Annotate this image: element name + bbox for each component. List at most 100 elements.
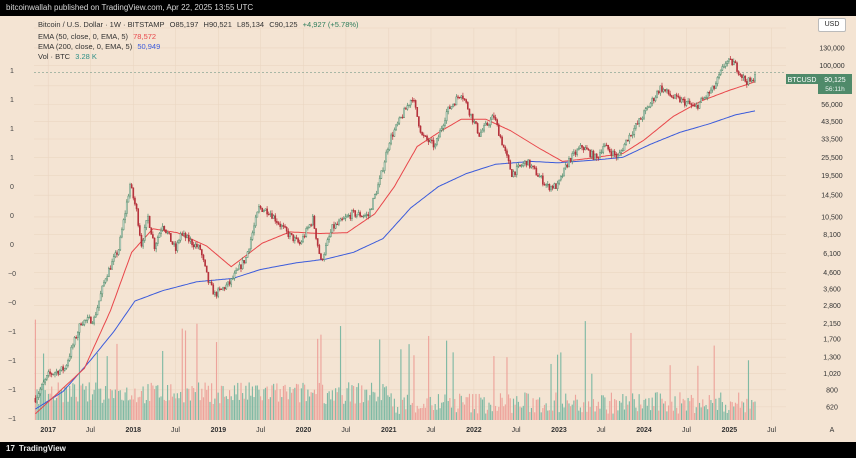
tradingview-logo[interactable]: 17 TradingView bbox=[6, 444, 66, 453]
volume-bar bbox=[361, 385, 363, 420]
candle-body bbox=[546, 183, 549, 186]
price-tick-label: 2,150 bbox=[823, 321, 841, 328]
price-chart-svg[interactable]: 175,000130,000100,00074,00056,00043,5003… bbox=[0, 16, 856, 442]
candle-body bbox=[517, 164, 520, 167]
volume-bar bbox=[534, 412, 536, 420]
volume-bar bbox=[168, 400, 170, 420]
volume-bar bbox=[509, 398, 511, 420]
candle-body bbox=[377, 184, 379, 194]
volume-bar bbox=[95, 382, 97, 420]
candle-body bbox=[101, 285, 104, 295]
price-tick-label: 43,500 bbox=[821, 119, 843, 126]
candle-body bbox=[364, 214, 366, 217]
candle-body bbox=[643, 110, 645, 119]
volume-bar bbox=[245, 385, 247, 420]
candle-body bbox=[202, 254, 205, 261]
volume-bar bbox=[627, 404, 629, 420]
volume-bar bbox=[385, 386, 387, 420]
candle-body bbox=[313, 215, 316, 229]
volume-bar bbox=[446, 340, 448, 420]
volume-bar bbox=[384, 387, 386, 420]
candle-body bbox=[222, 287, 224, 290]
legend-volume-row[interactable]: Vol · BTC 3.28 K bbox=[38, 52, 100, 61]
volume-bar bbox=[490, 404, 492, 420]
volume-bar bbox=[222, 386, 224, 420]
volume-bar bbox=[351, 385, 353, 420]
volume-bar bbox=[663, 403, 665, 420]
price-tick-label: 25,500 bbox=[821, 155, 843, 162]
candle-body bbox=[140, 235, 143, 247]
left-tick-label: 1 bbox=[10, 68, 14, 75]
candle-body bbox=[675, 94, 678, 97]
candle-body bbox=[728, 58, 730, 62]
volume-bar bbox=[47, 393, 50, 420]
volume-bar bbox=[328, 391, 330, 420]
volume-bar bbox=[344, 400, 347, 420]
volume-bar bbox=[421, 407, 423, 420]
volume-bar bbox=[475, 393, 477, 420]
candle-body bbox=[57, 370, 60, 375]
volume-bar bbox=[428, 335, 430, 420]
candle-body bbox=[742, 75, 745, 78]
volume-bar bbox=[698, 402, 701, 420]
volume-bar bbox=[196, 323, 198, 420]
price-tick-label: 14,500 bbox=[821, 193, 843, 200]
candle-body bbox=[391, 134, 394, 137]
candle-body bbox=[496, 119, 499, 125]
candle-body bbox=[439, 130, 441, 138]
candle-body bbox=[602, 146, 605, 153]
volume-bar bbox=[90, 399, 92, 420]
candle-body bbox=[532, 165, 534, 167]
volume-bar bbox=[279, 389, 281, 420]
volume-bar bbox=[52, 396, 54, 420]
volume-bar bbox=[237, 382, 239, 420]
candle-body bbox=[625, 139, 627, 145]
volume-bar bbox=[416, 405, 418, 420]
candle-body bbox=[677, 95, 680, 98]
legend-ema50-row[interactable]: EMA (50, close, 0, EMA, 5) 78,572 bbox=[38, 32, 159, 41]
left-tick-label: 1 bbox=[10, 97, 14, 104]
volume-bar bbox=[356, 387, 358, 420]
candle-body bbox=[418, 116, 420, 127]
candle-body bbox=[576, 149, 578, 155]
volume-bar bbox=[116, 343, 118, 420]
chart-pane[interactable]: 175,000130,000100,00074,00056,00043,5003… bbox=[0, 16, 856, 442]
currency-button[interactable]: USD bbox=[818, 18, 846, 32]
candle-body bbox=[731, 58, 733, 66]
volume-bar bbox=[739, 407, 741, 420]
time-axis[interactable]: 2017 Jul 2018 Jul 2019 Jul 2020 Jul 2021 Jul 2022 J… bbox=[40, 427, 776, 434]
volume-bar bbox=[336, 392, 338, 420]
volume-bar bbox=[307, 389, 309, 420]
candle-body bbox=[253, 225, 255, 234]
volume-bar bbox=[202, 397, 205, 420]
candle-body bbox=[545, 184, 547, 186]
candle-body bbox=[703, 97, 706, 100]
candle-body bbox=[610, 151, 613, 156]
legend-ema200-row[interactable]: EMA (200, close, 0, EMA, 5) 50,949 bbox=[38, 42, 163, 51]
volume-bar bbox=[349, 401, 351, 420]
candle-body bbox=[81, 324, 84, 326]
volume-bar bbox=[54, 400, 56, 420]
candle-body bbox=[661, 85, 663, 92]
candle-body bbox=[292, 234, 295, 241]
volume-bar bbox=[584, 321, 586, 420]
candle-body bbox=[333, 224, 335, 229]
auto-scale-button[interactable]: A bbox=[830, 427, 835, 434]
candle-body bbox=[258, 206, 260, 213]
candle-body bbox=[538, 176, 541, 178]
volume-bar bbox=[62, 402, 64, 420]
candle-body bbox=[680, 98, 683, 103]
volume-bar bbox=[160, 396, 162, 420]
candle-body bbox=[360, 215, 363, 218]
volume-bar bbox=[517, 401, 519, 420]
candle-body bbox=[697, 104, 699, 109]
volume-bar bbox=[188, 388, 190, 420]
candle-body bbox=[519, 164, 521, 167]
candle-body bbox=[196, 243, 198, 248]
candle-body bbox=[679, 96, 681, 103]
volume-bar bbox=[243, 398, 245, 420]
candle-body bbox=[713, 85, 716, 89]
candle-body bbox=[359, 212, 361, 217]
candle-body bbox=[409, 99, 412, 106]
candle-body bbox=[228, 281, 231, 285]
